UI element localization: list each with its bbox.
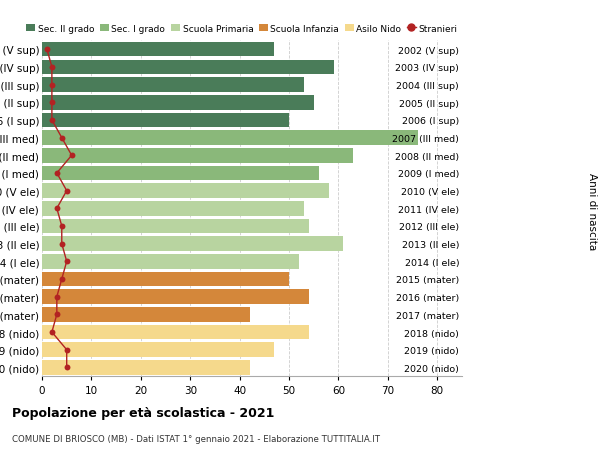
Bar — [42, 166, 319, 181]
Bar — [42, 43, 274, 57]
Point — [52, 293, 62, 301]
Point — [57, 241, 67, 248]
Point — [52, 170, 62, 177]
Bar — [42, 219, 309, 234]
Point — [62, 364, 71, 371]
Bar — [42, 272, 289, 286]
Point — [52, 205, 62, 213]
Point — [57, 134, 67, 142]
Bar — [42, 202, 304, 216]
Text: Popolazione per età scolastica - 2021: Popolazione per età scolastica - 2021 — [12, 406, 274, 419]
Bar — [42, 237, 343, 252]
Point — [47, 117, 56, 124]
Point — [57, 276, 67, 283]
Text: Anni di nascita: Anni di nascita — [587, 173, 597, 250]
Bar — [42, 96, 314, 110]
Bar — [42, 255, 299, 269]
Point — [62, 258, 71, 265]
Bar — [42, 61, 334, 75]
Bar — [42, 78, 304, 93]
Bar — [42, 360, 250, 375]
Bar — [42, 113, 289, 128]
Bar — [42, 308, 250, 322]
Bar — [42, 149, 353, 163]
Point — [47, 64, 56, 72]
Point — [42, 46, 52, 54]
Legend: Sec. II grado, Sec. I grado, Scuola Primaria, Scuola Infanzia, Asilo Nido, Stran: Sec. II grado, Sec. I grado, Scuola Prim… — [26, 24, 457, 34]
Point — [62, 188, 71, 195]
Bar — [42, 343, 274, 357]
Point — [62, 346, 71, 353]
Point — [67, 152, 76, 160]
Bar — [42, 184, 329, 198]
Bar — [42, 290, 309, 304]
Point — [52, 311, 62, 319]
Bar — [42, 131, 418, 146]
Text: COMUNE DI BRIOSCO (MB) - Dati ISTAT 1° gennaio 2021 - Elaborazione TUTTITALIA.IT: COMUNE DI BRIOSCO (MB) - Dati ISTAT 1° g… — [12, 434, 380, 443]
Point — [57, 223, 67, 230]
Point — [47, 99, 56, 106]
Point — [47, 82, 56, 89]
Bar — [42, 325, 309, 340]
Point — [47, 329, 56, 336]
